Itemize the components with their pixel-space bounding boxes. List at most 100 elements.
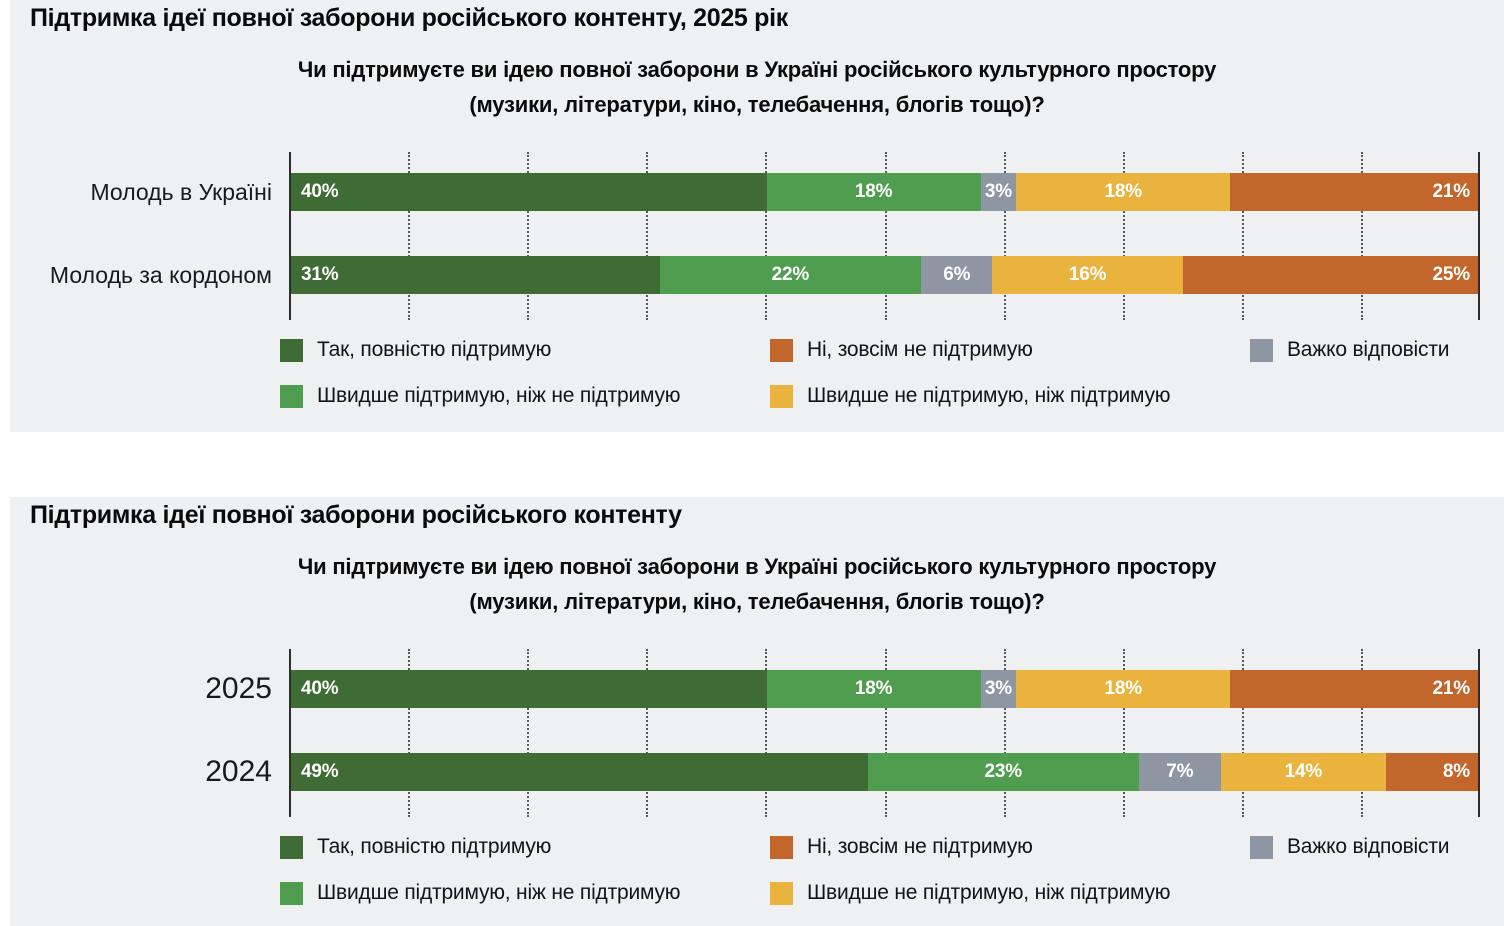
segment-rather_support: 22%	[659, 256, 922, 294]
legend-label-no_support: Ні, зовсім не підтримую	[807, 835, 1033, 858]
segment-rather_not_support: 14%	[1220, 753, 1386, 791]
segment-value-label: 21%	[1432, 678, 1471, 699]
legend-swatch-full_support	[280, 338, 303, 362]
segment-no_support: 21%	[1230, 173, 1480, 211]
legend-label-full_support: Так, повністю підтримую	[317, 338, 552, 361]
grid-line-10pct	[408, 152, 411, 320]
category-label-1: Молодь за кордоном	[49, 262, 272, 288]
grid-line-20pct	[527, 649, 530, 817]
segment-rather_not_support: 18%	[1016, 173, 1231, 211]
category-label-1: 2024	[205, 755, 272, 788]
segment-hard_to_say: 6%	[921, 256, 993, 294]
segment-value-label: 49%	[301, 761, 339, 782]
segment-value-label: 16%	[1068, 264, 1107, 285]
legend-item-no_support: Ні, зовсім не підтримую	[770, 338, 1033, 362]
right-boundary-line	[1478, 152, 1480, 320]
segment-value-label: 8%	[1442, 761, 1470, 782]
grid-line-90pct	[1360, 152, 1363, 320]
grid-line-10pct	[408, 649, 411, 817]
legend-item-hard_to_say: Важко відповісти	[1250, 338, 1449, 362]
segment-rather_support: 18%	[766, 670, 981, 708]
chart-title: Підтримка ідеї повної заборони російсько…	[30, 4, 789, 32]
segment-rather_not_support: 16%	[992, 256, 1183, 294]
legend-label-no_support: Ні, зовсім не підтримую	[807, 338, 1033, 361]
grid-line-80pct	[1241, 649, 1244, 817]
legend-item-full_support: Так, повністю підтримую	[280, 338, 551, 362]
segment-value-label: 18%	[1104, 181, 1143, 202]
legend-item-rather_not_support: Швидше не підтримую, ніж підтримую	[770, 881, 1171, 905]
right-boundary-line	[1478, 649, 1480, 817]
chart-panel-audiences-2025: Підтримка ідеї повної заборони російсько…	[10, 0, 1504, 432]
chart-subtitle-line-1: Чи підтримуєте ви ідею повної заборони в…	[297, 57, 1217, 82]
segment-value-label: 23%	[984, 761, 1022, 782]
chart-subtitle-line-2: (музики, літератури, кіно, телебачення, …	[469, 589, 1045, 614]
legend-item-rather_not_support: Швидше не підтримую, ніж підтримую	[770, 384, 1171, 408]
chart-subtitle-line-1: Чи підтримуєте ви ідею повної заборони в…	[297, 554, 1217, 579]
category-label-0: 2025	[205, 672, 272, 705]
legend-item-rather_support: Швидше підтримую, ніж не підтримую	[280, 881, 681, 905]
grid-line-70pct	[1122, 152, 1125, 320]
legend-item-full_support: Так, повністю підтримую	[280, 835, 551, 859]
segment-value-label: 18%	[854, 181, 893, 202]
segment-value-label: 31%	[301, 264, 339, 285]
bar-row-1: 49% 23% 7% 14% 8%	[291, 753, 1480, 791]
chart-subtitle: Чи підтримуєте ви ідею повної заборони в…	[10, 549, 1504, 619]
segment-rather_support: 18%	[766, 173, 981, 211]
segment-rather_support: 23%	[867, 753, 1139, 791]
segment-no_support: 21%	[1230, 670, 1480, 708]
legend-swatch-full_support	[280, 835, 303, 859]
legend-swatch-rather_not_support	[770, 881, 793, 905]
legend-swatch-rather_support	[280, 881, 303, 905]
legend-label-rather_support: Швидше підтримую, ніж не підтримую	[317, 384, 681, 407]
segment-no_support: 8%	[1385, 753, 1480, 791]
bar-row-0: 40% 18% 3% 18% 21%	[291, 670, 1480, 708]
bar-row-0: 40% 18% 3% 18% 21%	[291, 173, 1480, 211]
y-axis-line	[289, 649, 291, 817]
grid-line-50pct	[884, 152, 887, 320]
chart-title: Підтримка ідеї повної заборони російсько…	[30, 501, 682, 529]
legend-item-rather_support: Швидше підтримую, ніж не підтримую	[280, 384, 681, 408]
grid-line-60pct	[1003, 649, 1006, 817]
legend-item-no_support: Ні, зовсім не підтримую	[770, 835, 1033, 859]
segment-value-label: 3%	[984, 181, 1012, 202]
legend-swatch-rather_not_support	[770, 384, 793, 408]
legend-label-hard_to_say: Важко відповісти	[1287, 835, 1450, 858]
segment-full_support: 49%	[291, 753, 868, 791]
grid-line-40pct	[765, 152, 768, 320]
grid-line-40pct	[765, 649, 768, 817]
plot-area: 40% 18% 3% 18% 21% 31% 22% 6% 16% 25%	[289, 152, 1480, 320]
grid-line-90pct	[1360, 649, 1363, 817]
segment-full_support: 31%	[291, 256, 660, 294]
segment-value-label: 18%	[1104, 678, 1143, 699]
segment-value-label: 14%	[1284, 761, 1323, 782]
grid-line-80pct	[1241, 152, 1244, 320]
grid-line-30pct	[646, 649, 649, 817]
grid-line-30pct	[646, 152, 649, 320]
segment-rather_not_support: 18%	[1016, 670, 1231, 708]
chart-panel-years: Підтримка ідеї повної заборони російсько…	[10, 497, 1504, 926]
legend-item-hard_to_say: Важко відповісти	[1250, 835, 1449, 859]
legend-label-full_support: Так, повністю підтримую	[317, 835, 552, 858]
legend-swatch-hard_to_say	[1250, 338, 1273, 362]
segment-full_support: 40%	[291, 670, 767, 708]
legend-label-rather_not_support: Швидше не підтримую, ніж підтримую	[807, 881, 1171, 904]
chart-subtitle-line-2: (музики, літератури, кіно, телебачення, …	[469, 92, 1045, 117]
legend-label-rather_not_support: Швидше не підтримую, ніж підтримую	[807, 384, 1171, 407]
segment-hard_to_say: 3%	[980, 670, 1017, 708]
legend-label-rather_support: Швидше підтримую, ніж не підтримую	[317, 881, 681, 904]
segment-value-label: 40%	[301, 181, 339, 202]
segment-value-label: 40%	[301, 678, 339, 699]
category-label-0: Молодь в Україні	[90, 179, 273, 205]
segment-value-label: 6%	[943, 264, 971, 285]
plot-area: 40% 18% 3% 18% 21% 49% 23% 7% 14% 8%	[289, 649, 1480, 817]
grid-line-50pct	[884, 649, 887, 817]
segment-value-label: 22%	[771, 264, 810, 285]
segment-hard_to_say: 7%	[1138, 753, 1221, 791]
chart-subtitle: Чи підтримуєте ви ідею повної заборони в…	[10, 52, 1504, 122]
legend-swatch-no_support	[770, 338, 793, 362]
grid-line-60pct	[1003, 152, 1006, 320]
grid-line-20pct	[527, 152, 530, 320]
bar-row-1: 31% 22% 6% 16% 25%	[291, 256, 1480, 294]
y-axis-line	[289, 152, 291, 320]
